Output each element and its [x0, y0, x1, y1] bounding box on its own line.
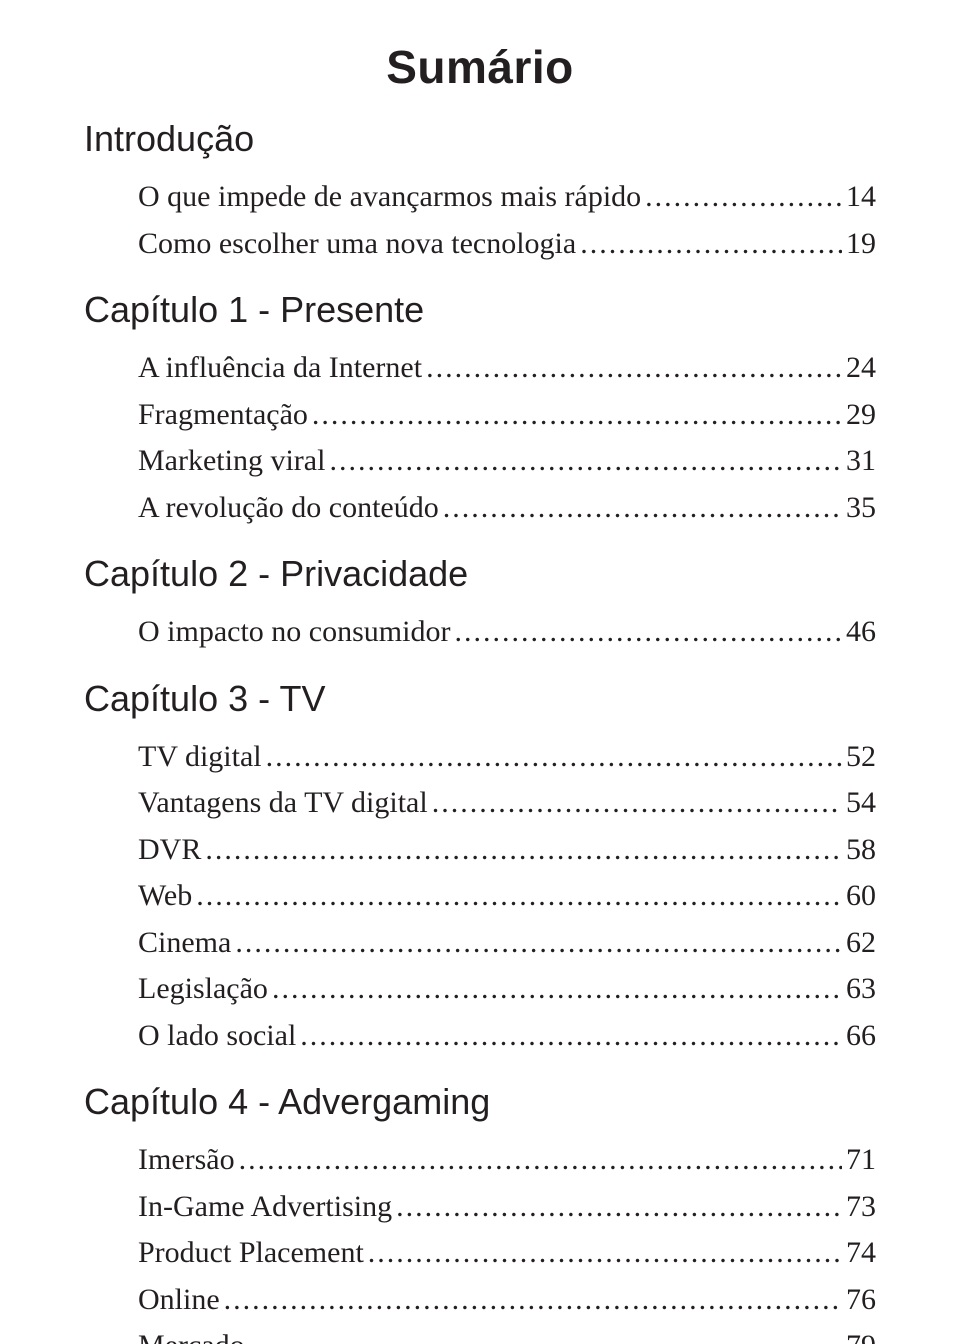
toc-entry-label: O impacto no consumidor — [138, 609, 450, 656]
chapter-entries: O impacto no consumidor.................… — [84, 609, 876, 656]
toc-entry-label: Product Placement — [138, 1230, 364, 1277]
toc-entry-page: 79 — [846, 1323, 876, 1344]
chapter-heading: Capítulo 4 - Advergaming — [84, 1081, 876, 1123]
toc-entry: Product Placement.......................… — [138, 1230, 876, 1277]
toc-dot-leader: ........................................… — [300, 1013, 842, 1060]
toc-entry: TV digital..............................… — [138, 734, 876, 781]
chapter-heading: Capítulo 1 - Presente — [84, 289, 876, 331]
toc-entry: A influência da Internet................… — [138, 345, 876, 392]
chapter-entries: TV digital..............................… — [84, 734, 876, 1060]
toc-entry-label: Vantagens da TV digital — [138, 780, 428, 827]
toc-entry-page: 63 — [846, 966, 876, 1013]
chapter-heading: Capítulo 2 - Privacidade — [84, 553, 876, 595]
toc-entry: Mercado.................................… — [138, 1323, 876, 1344]
toc-dot-leader: ........................................… — [224, 1277, 842, 1324]
toc-entry-label: O lado social — [138, 1013, 296, 1060]
toc-entry-page: 58 — [846, 827, 876, 874]
toc-entry: Imersão.................................… — [138, 1137, 876, 1184]
toc-entry-label: A influência da Internet — [138, 345, 422, 392]
toc-dot-leader: ........................................… — [239, 1137, 842, 1184]
toc-dot-leader: ........................................… — [235, 920, 842, 967]
toc-dot-leader: ........................................… — [312, 392, 842, 439]
toc-dot-leader: ........................................… — [266, 734, 842, 781]
chapter-heading: Introdução — [84, 118, 876, 160]
toc-dot-leader: ........................................… — [249, 1323, 842, 1344]
toc-entry-label: Cinema — [138, 920, 231, 967]
toc-entry-page: 52 — [846, 734, 876, 781]
toc-entry-label: Como escolher uma nova tecnologia — [138, 221, 576, 268]
toc-dot-leader: ........................................… — [205, 827, 842, 874]
toc-entry-page: 24 — [846, 345, 876, 392]
toc-dot-leader: ........................................… — [426, 345, 842, 392]
toc-entry-page: 54 — [846, 780, 876, 827]
toc-entry: O impacto no consumidor.................… — [138, 609, 876, 656]
toc-entry: Marketing viral.........................… — [138, 438, 876, 485]
toc-dot-leader: ........................................… — [432, 780, 842, 827]
toc-entry: DVR.....................................… — [138, 827, 876, 874]
toc-entry: Online..................................… — [138, 1277, 876, 1324]
toc-entry-page: 73 — [846, 1184, 876, 1231]
toc-entry-page: 35 — [846, 485, 876, 532]
toc-dot-leader: ........................................… — [329, 438, 842, 485]
toc-entry-label: DVR — [138, 827, 201, 874]
toc-entry-label: Mercado — [138, 1323, 245, 1344]
toc-entry: A revolução do conteúdo.................… — [138, 485, 876, 532]
toc-entry-label: Online — [138, 1277, 220, 1324]
toc-entry: O lado social...........................… — [138, 1013, 876, 1060]
toc-entry: In-Game Advertising.....................… — [138, 1184, 876, 1231]
page-title: Sumário — [84, 40, 876, 94]
toc-entry-page: 19 — [846, 221, 876, 268]
toc-body: Introdução O que impede de avançarmos mai… — [84, 118, 876, 1344]
chapter-entries: O que impede de avançarmos mais rápido..… — [84, 174, 876, 267]
toc-entry-label: A revolução do conteúdo — [138, 485, 439, 532]
toc-entry-page: 76 — [846, 1277, 876, 1324]
toc-entry-page: 62 — [846, 920, 876, 967]
toc-entry: Web.....................................… — [138, 873, 876, 920]
chapter-heading: Capítulo 3 - TV — [84, 678, 876, 720]
toc-entry-page: 29 — [846, 392, 876, 439]
toc-entry-page: 46 — [846, 609, 876, 656]
toc-entry: Como escolher uma nova tecnologia.......… — [138, 221, 876, 268]
toc-dot-leader: ........................................… — [196, 873, 842, 920]
toc-entry-label: In-Game Advertising — [138, 1184, 392, 1231]
toc-dot-leader: ........................................… — [645, 174, 842, 221]
toc-dot-leader: ........................................… — [396, 1184, 842, 1231]
chapter-entries: A influência da Internet................… — [84, 345, 876, 531]
toc-entry-page: 66 — [846, 1013, 876, 1060]
toc-dot-leader: ........................................… — [272, 966, 842, 1013]
toc-entry: O que impede de avançarmos mais rápido..… — [138, 174, 876, 221]
toc-entry-label: Marketing viral — [138, 438, 325, 485]
toc-entry: Cinema..................................… — [138, 920, 876, 967]
toc-entry-label: TV digital — [138, 734, 262, 781]
toc-dot-leader: ........................................… — [368, 1230, 842, 1277]
chapter-entries: Imersão.................................… — [84, 1137, 876, 1344]
toc-dot-leader: ........................................… — [443, 485, 842, 532]
toc-entry-label: O que impede de avançarmos mais rápido — [138, 174, 641, 221]
toc-entry-page: 31 — [846, 438, 876, 485]
toc-dot-leader: ........................................… — [580, 221, 842, 268]
toc-entry-page: 14 — [846, 174, 876, 221]
toc-entry: Vantagens da TV digital.................… — [138, 780, 876, 827]
toc-entry-label: Legislação — [138, 966, 268, 1013]
toc-entry-page: 71 — [846, 1137, 876, 1184]
toc-entry: Legislação..............................… — [138, 966, 876, 1013]
toc-entry-label: Imersão — [138, 1137, 235, 1184]
toc-entry-page: 74 — [846, 1230, 876, 1277]
toc-page: Sumário Introdução O que impede de avança… — [0, 0, 960, 1344]
toc-entry: Fragmentação............................… — [138, 392, 876, 439]
toc-entry-page: 60 — [846, 873, 876, 920]
toc-dot-leader: ........................................… — [454, 609, 842, 656]
toc-entry-label: Web — [138, 873, 192, 920]
toc-entry-label: Fragmentação — [138, 392, 308, 439]
